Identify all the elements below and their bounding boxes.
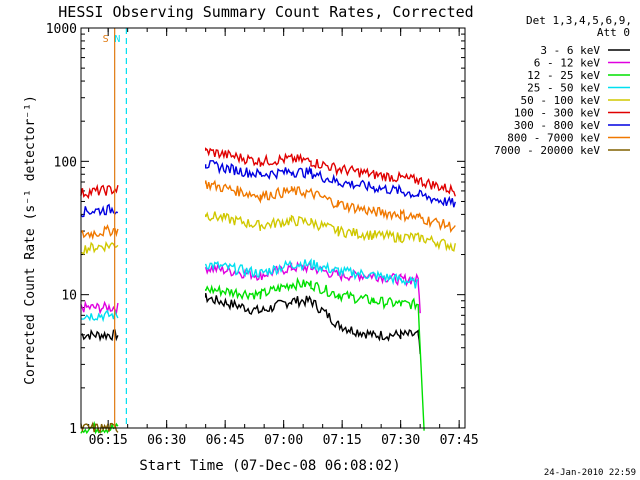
legend-label: 12 - 25 keV	[527, 69, 600, 82]
legend-label: 50 - 100 keV	[521, 94, 601, 107]
plot-frame	[80, 27, 466, 429]
footer-date: 24-Jan-2010 22:59	[544, 468, 636, 478]
x-tick-label: 07:30	[381, 433, 420, 448]
x-axis-label: Start Time (07-Dec-08 06:08:02)	[139, 458, 400, 474]
x-tick-label: 06:45	[206, 433, 245, 448]
series-line	[80, 179, 456, 241]
x-tick-label: 06:15	[89, 433, 128, 448]
chart-title: HESSI Observing Summary Count Rates, Cor…	[58, 3, 473, 21]
legend-label: 100 - 300 keV	[514, 107, 600, 120]
y-axis-label: Corrected Count Rate (s⁻¹ detector⁻¹)	[23, 95, 38, 385]
series-line	[80, 276, 425, 435]
series-line	[80, 261, 421, 316]
legend-title-line2: Att 0	[597, 26, 630, 39]
series-line	[80, 421, 119, 434]
legend-label: 800 - 7000 keV	[507, 132, 600, 145]
legend-title-line1: Det 1,3,4,5,6,9,	[526, 14, 632, 27]
series-line	[80, 160, 456, 218]
marker-label: N	[114, 34, 120, 45]
series-line	[80, 258, 419, 323]
marker-label: S	[103, 34, 109, 45]
x-tick-label: 07:15	[323, 433, 362, 448]
x-tick-label: 07:00	[264, 433, 303, 448]
x-tick-label: 06:30	[147, 433, 186, 448]
y-tick-label: 1	[69, 422, 77, 437]
legend-label: 3 - 6 keV	[540, 44, 600, 57]
legend-label: 300 - 800 keV	[514, 119, 600, 132]
y-tick-label: 10	[61, 289, 77, 304]
series-line	[80, 211, 456, 256]
legend-label: 25 - 50 keV	[527, 82, 600, 95]
legend-label: 7000 - 20000 keV	[494, 144, 600, 157]
y-tick-label: 100	[54, 155, 77, 170]
legend-label: 6 - 12 keV	[534, 57, 601, 70]
x-tick-label: 07:45	[440, 433, 479, 448]
y-tick-label: 1000	[46, 22, 77, 37]
series-line	[80, 292, 421, 355]
series-line	[80, 147, 456, 200]
